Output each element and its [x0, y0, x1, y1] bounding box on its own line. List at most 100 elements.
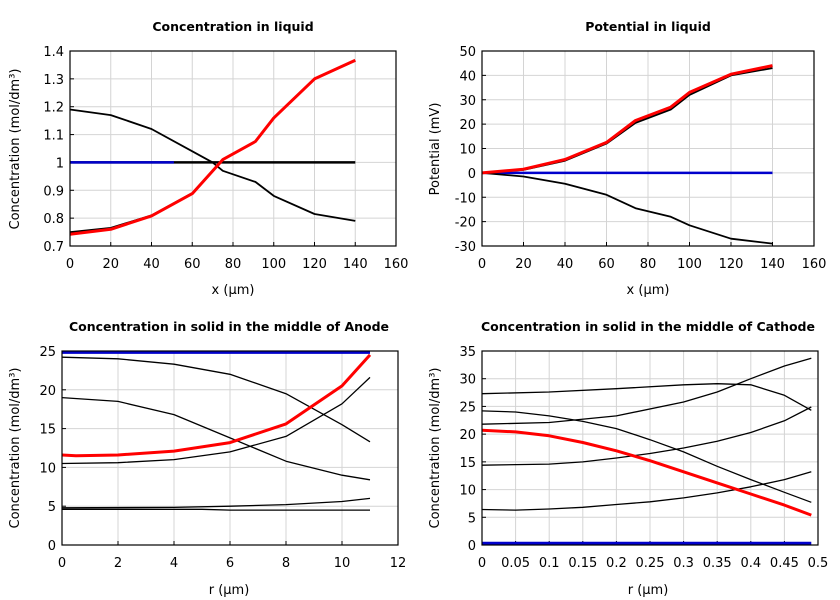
y-tick-label: 20 [459, 118, 476, 133]
series-line-6 [481, 471, 812, 511]
y-tick-label: 0 [468, 539, 476, 554]
x-tick-label: 140 [343, 257, 368, 272]
series-line-5 [69, 58, 356, 236]
y-tick-label: 0.9 [43, 184, 64, 199]
y-tick-label: 1 [56, 156, 64, 171]
series-line-5 [481, 406, 812, 466]
x-tick-label: 0 [66, 257, 74, 272]
x-tick-label: 4 [170, 556, 178, 571]
x-tick-label: 40 [143, 257, 160, 272]
y-axis-label: Concentration (mol/dm³) [8, 69, 23, 230]
x-tick-label: 100 [677, 257, 702, 272]
x-tick-label: 140 [760, 257, 785, 272]
x-axis-label: r (µm) [628, 583, 669, 598]
chart-title: Potential in liquid [585, 19, 711, 34]
series-line-6 [62, 508, 370, 511]
x-tick-label: 120 [302, 257, 327, 272]
x-tick-label: 0.45 [770, 556, 799, 571]
series-line-4 [61, 376, 371, 465]
x-tick-label: 0.5 [808, 556, 829, 571]
x-tick-label: 6 [226, 556, 234, 571]
y-tick-label: 0 [468, 167, 476, 182]
x-tick-label: 160 [802, 257, 827, 272]
series-line-3 [69, 108, 356, 222]
plot-frame [69, 50, 397, 247]
y-tick-label: 20 [39, 384, 56, 399]
series-line-5 [61, 497, 371, 509]
x-tick-label: 0.1 [539, 556, 560, 571]
x-tick-label: 80 [640, 257, 657, 272]
panel-concentration-anode: Concentration in solid in the middle of … [8, 319, 406, 598]
x-tick-label: 2 [114, 556, 122, 571]
y-tick-label: 35 [459, 345, 476, 360]
y-tick-label: 10 [39, 461, 56, 476]
series-line-2 [481, 172, 773, 245]
x-tick-label: 60 [598, 257, 615, 272]
x-tick-label: 80 [225, 257, 242, 272]
x-tick-label: 20 [515, 257, 532, 272]
x-axis-label: x (µm) [212, 283, 255, 298]
y-tick-label: 0.7 [43, 240, 64, 255]
y-tick-label: 50 [459, 45, 476, 60]
chart-title: Concentration in liquid [152, 19, 313, 34]
y-tick-label: 1.4 [43, 45, 64, 60]
y-tick-label: 0 [48, 539, 56, 554]
x-tick-label: 0 [478, 257, 486, 272]
y-tick-label: 10 [459, 143, 476, 158]
series-line-4 [69, 59, 356, 233]
y-axis-label: Potential (mV) [428, 103, 443, 196]
x-axis-label: r (µm) [209, 583, 250, 598]
y-tick-label: 5 [468, 511, 476, 526]
x-tick-label: 40 [557, 257, 574, 272]
panel-concentration-liquid: Concentration in liquid x (µm) Concentra… [8, 19, 408, 298]
y-tick-label: 1.1 [43, 129, 64, 144]
y-tick-label: 20 [459, 428, 476, 443]
y-tick-label: 40 [459, 69, 476, 84]
series-line-2 [61, 356, 371, 443]
x-tick-label: 0.15 [568, 556, 597, 571]
y-tick-label: 1.2 [43, 101, 64, 116]
x-tick-label: 120 [719, 257, 744, 272]
x-tick-label: 0 [58, 556, 66, 571]
series-line-3 [481, 357, 812, 425]
x-tick-label: 10 [334, 556, 351, 571]
series-line-4 [481, 64, 773, 175]
x-tick-label: 0.3 [673, 556, 694, 571]
y-tick-label: -20 [455, 216, 476, 231]
x-tick-label: 0.4 [740, 556, 761, 571]
series-line-3 [61, 396, 371, 481]
y-tick-label: 30 [459, 94, 476, 109]
y-tick-label: 25 [459, 400, 476, 415]
series-line-3 [481, 67, 773, 174]
x-tick-label: 0.25 [636, 556, 665, 571]
series-line-7 [61, 353, 372, 458]
y-tick-label: 25 [39, 345, 56, 360]
y-tick-label: -30 [455, 240, 476, 255]
chart-title: Concentration in solid in the middle of … [481, 319, 815, 334]
x-tick-label: 60 [184, 257, 201, 272]
chart-title: Concentration in solid in the middle of … [69, 319, 389, 334]
x-tick-label: 0.2 [606, 556, 627, 571]
x-tick-label: 12 [390, 556, 407, 571]
y-tick-label: 10 [459, 484, 476, 499]
y-tick-label: 15 [459, 456, 476, 471]
x-tick-label: 160 [384, 257, 409, 272]
plot-frame [481, 50, 815, 247]
panel-potential-liquid: Potential in liquid x (µm) Potential (mV… [428, 19, 826, 298]
x-tick-label: 100 [261, 257, 286, 272]
series-line-4 [481, 410, 812, 503]
y-tick-label: 30 [459, 373, 476, 388]
x-tick-label: 0.35 [703, 556, 732, 571]
x-axis-label: x (µm) [627, 283, 670, 298]
x-tick-label: 20 [102, 257, 119, 272]
series-line-2 [481, 383, 812, 411]
y-tick-label: 15 [39, 423, 56, 438]
y-tick-label: 5 [48, 500, 56, 515]
y-tick-label: 0.8 [43, 212, 64, 227]
plot-frame [481, 350, 819, 546]
y-axis-label: Concentration (mol/dm³) [428, 368, 443, 529]
series-line-7 [481, 428, 812, 517]
y-axis-label: Concentration (mol/dm³) [8, 368, 23, 529]
plot-frame [61, 350, 399, 546]
